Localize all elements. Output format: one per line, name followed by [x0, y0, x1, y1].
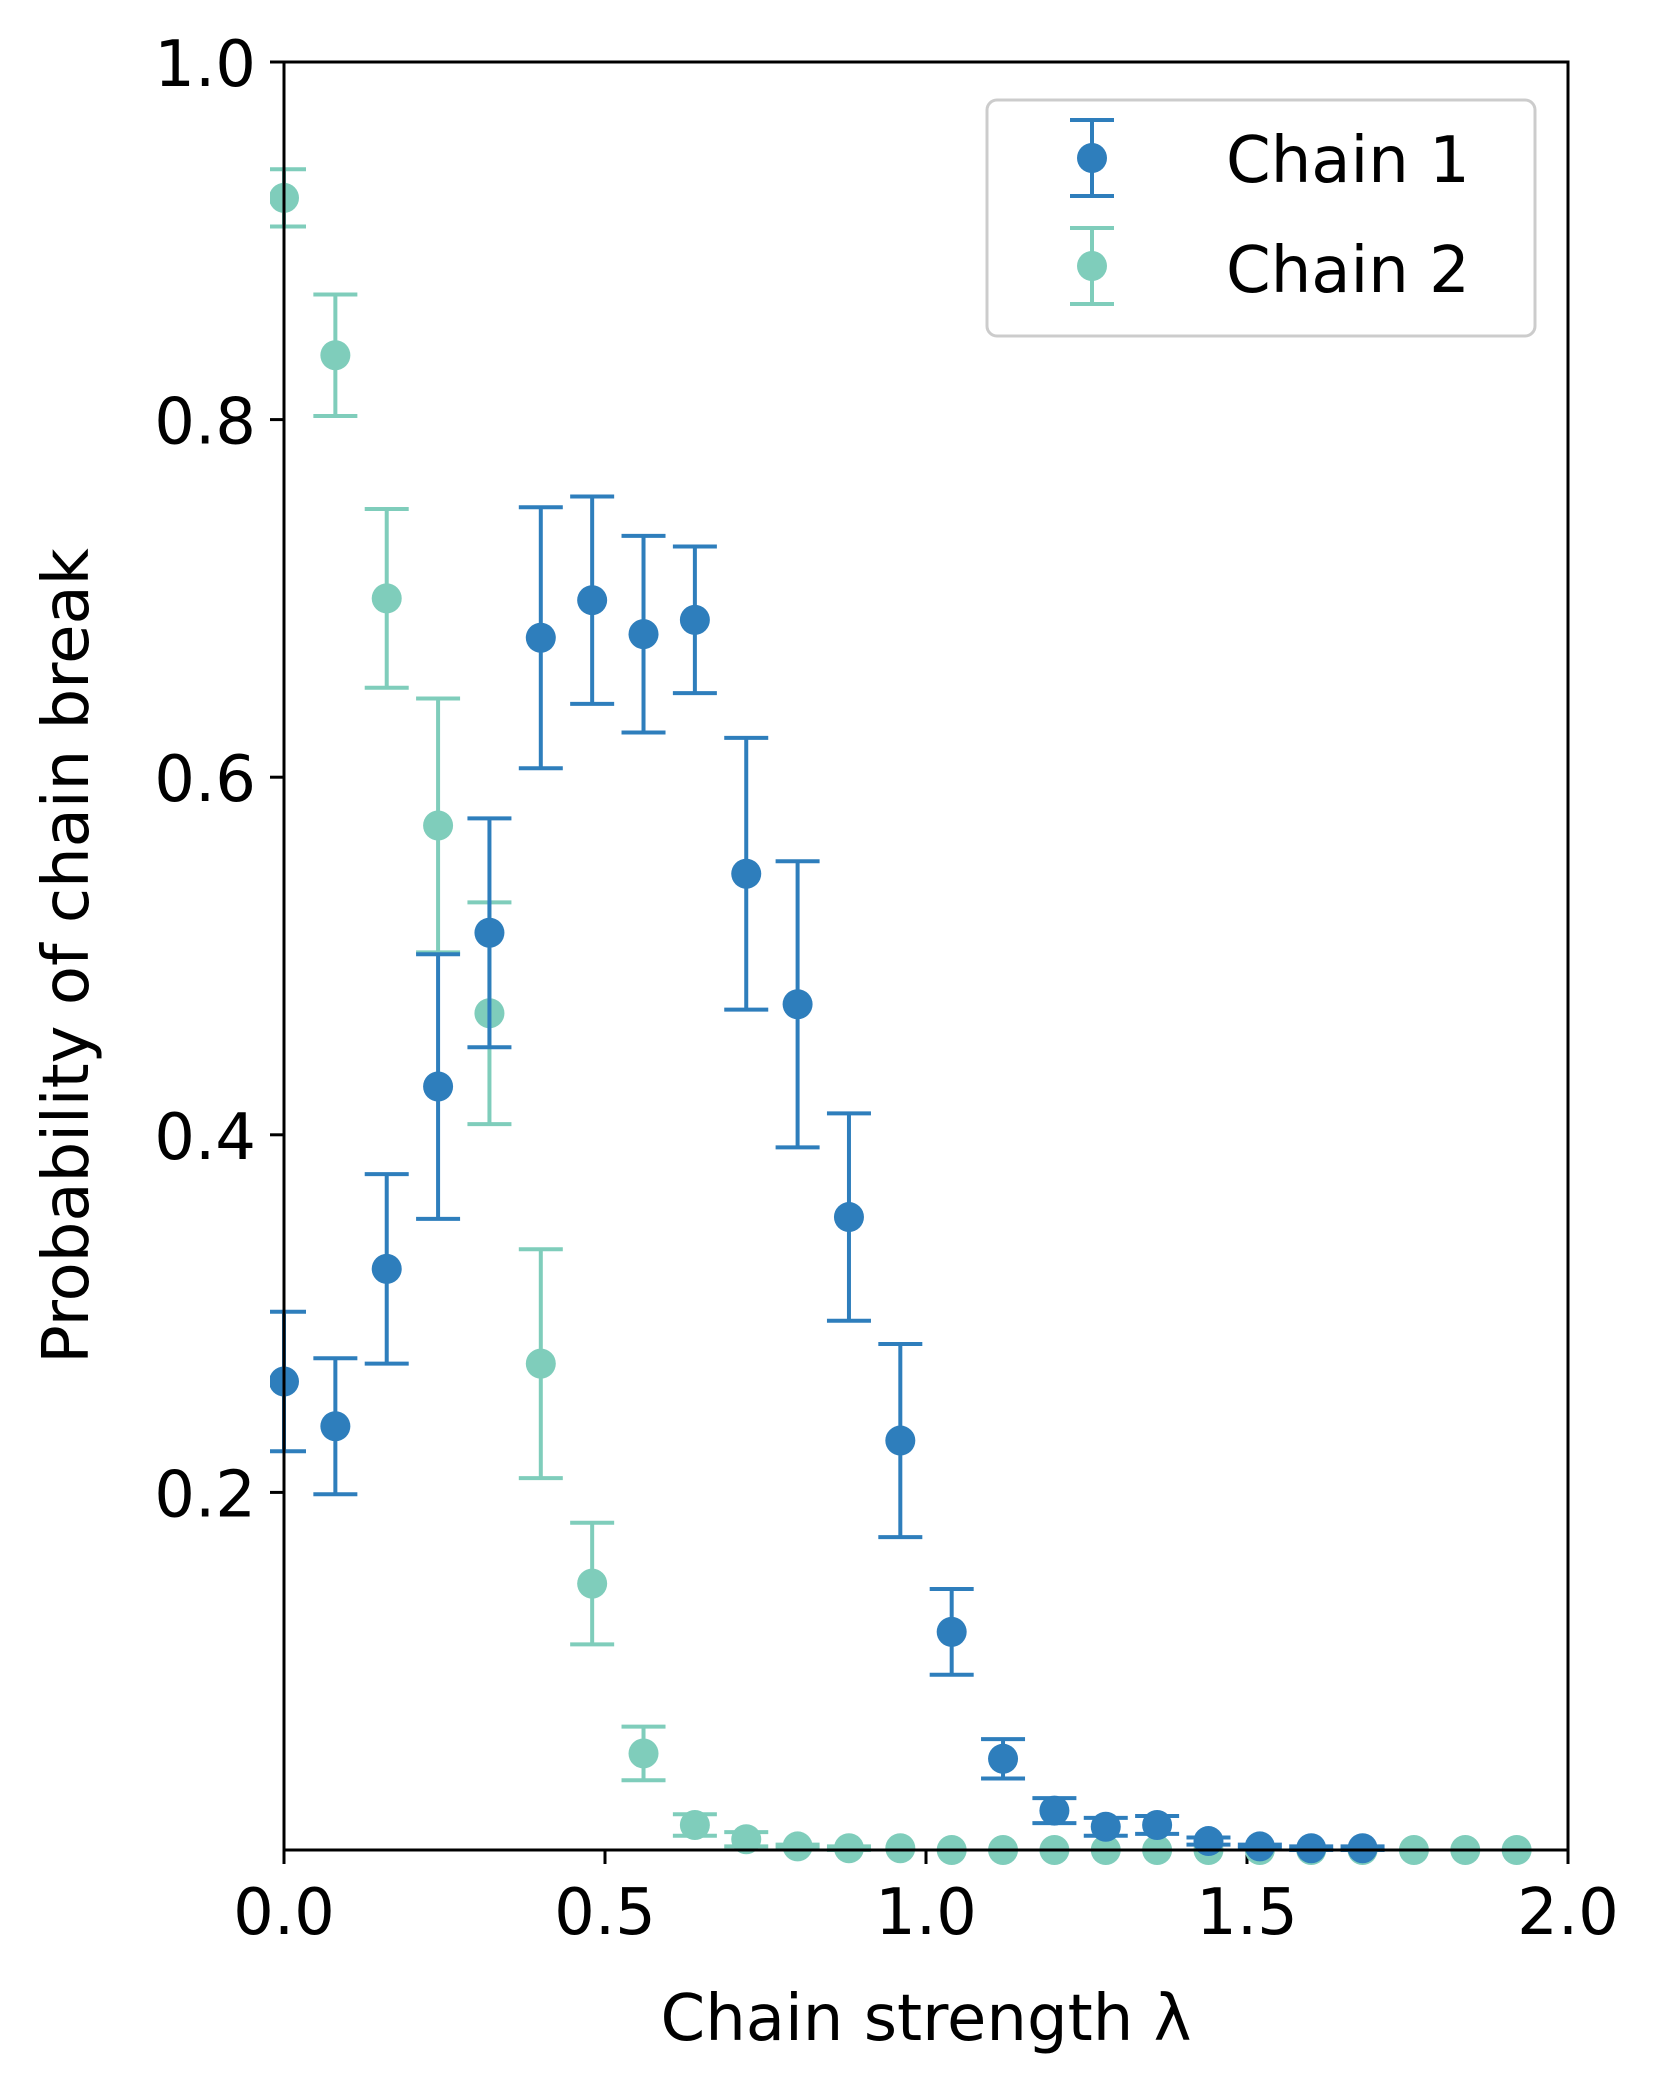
y-tick-label: 0.8: [154, 386, 256, 460]
y-tick-label: 0.2: [154, 1458, 256, 1532]
x-tick-label: 0.0: [233, 1876, 335, 1950]
data-point-chain-2: [628, 1738, 659, 1769]
data-point-chain-1: [525, 622, 556, 653]
axis-ticks: 0.0 0.5 1.0 1.5 2.0 0.2 0.4 0.6 0.8 1.0: [154, 28, 1619, 1950]
data-point-chain-1: [1347, 1833, 1378, 1864]
data-point-chain-1: [833, 1202, 864, 1233]
legend-entry-chain-1: [1070, 118, 1114, 198]
data-markers: [270, 167, 1532, 1865]
legend-marker: [1077, 143, 1107, 173]
data-point-chain-1: [1090, 1811, 1121, 1842]
data-point-chain-1: [1142, 1809, 1173, 1840]
data-point-chain-1: [1296, 1833, 1327, 1864]
y-axis-label: Probability of chain break: [30, 548, 104, 1364]
x-tick-label: 0.5: [554, 1876, 656, 1950]
legend: Chain 1 Chain 2: [985, 98, 1537, 338]
legend-label-chain-2: Chain 2: [1226, 234, 1470, 308]
data-point-chain-1: [885, 1425, 916, 1456]
data-point-chain-1: [731, 858, 762, 889]
data-point-chain-2: [833, 1833, 864, 1864]
data-point-chain-2: [320, 340, 351, 371]
data-point-chain-1: [936, 1616, 967, 1647]
series-chain-1: [270, 494, 1385, 1864]
legend-entry-chain-2: [1070, 226, 1114, 306]
data-point-chain-2: [782, 1831, 813, 1862]
data-point-chain-1: [988, 1743, 1019, 1774]
data-point-chain-2: [679, 1809, 710, 1840]
data-point-chain-1: [423, 1071, 454, 1102]
y-tick-label: 0.4: [154, 1101, 256, 1175]
x-axis-label: Chain strength λ: [661, 1982, 1192, 2056]
y-tick-label: 0.6: [154, 743, 256, 817]
data-point-chain-2: [525, 1348, 556, 1379]
data-point-chain-1: [577, 585, 608, 616]
y-tick-label: 1.0: [154, 28, 256, 102]
legend-label-chain-1: Chain 1: [1226, 124, 1470, 198]
data-point-chain-1: [1039, 1795, 1070, 1826]
plot-area-frame: [282, 60, 1570, 1852]
data-point-chain-1: [371, 1253, 402, 1284]
data-point-chain-2: [423, 810, 454, 841]
data-point-chain-1: [782, 989, 813, 1020]
data-point-chain-1: [628, 619, 659, 650]
data-point-chain-1: [1244, 1831, 1275, 1862]
data-point-chain-2: [885, 1833, 916, 1864]
data-point-chain-1: [474, 917, 505, 948]
data-point-chain-2: [371, 583, 402, 614]
series-chain-2: [270, 167, 1532, 1865]
x-tick-label: 2.0: [1517, 1876, 1619, 1950]
data-point-chain-2: [577, 1568, 608, 1599]
data-point-chain-1: [1193, 1826, 1224, 1857]
data-point-chain-1: [679, 604, 710, 635]
x-tick-label: 1.0: [875, 1876, 977, 1950]
legend-frame: [985, 98, 1537, 338]
legend-marker: [1077, 251, 1107, 281]
x-tick-label: 1.5: [1196, 1876, 1298, 1950]
data-point-chain-1: [320, 1411, 351, 1442]
data-point-chain-2: [731, 1824, 762, 1855]
